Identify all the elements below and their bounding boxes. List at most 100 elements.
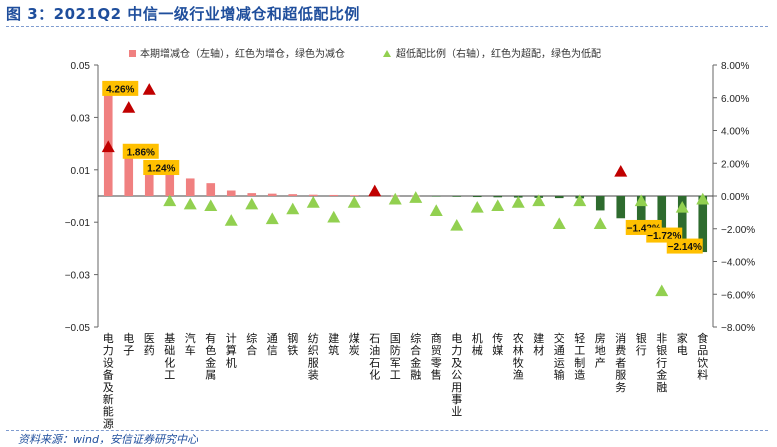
bar — [206, 183, 216, 196]
category-label: 煤炭 — [349, 332, 360, 357]
triangle-marker — [655, 284, 669, 297]
triangle-marker — [696, 192, 710, 205]
triangle-marker — [593, 217, 607, 230]
right-tick-label: −4.00% — [721, 258, 755, 269]
category-label: 电力设备及新能源 — [103, 332, 114, 430]
source-divider — [6, 430, 768, 431]
bar — [698, 196, 708, 253]
triangle-marker — [347, 196, 361, 208]
legend-bar-label: 本期增减仓（左轴），红色为增仓，绿色为减仓 — [140, 47, 345, 60]
legend-tri-swatch — [383, 50, 391, 57]
bar — [144, 163, 154, 196]
triangle-marker — [388, 192, 402, 205]
right-tick-label: 0.00% — [721, 192, 749, 203]
category-label: 家电 — [677, 331, 688, 357]
triangle-marker — [327, 210, 341, 223]
triangle-marker — [450, 218, 464, 231]
category-label: 消费者服务 — [615, 331, 626, 394]
bar — [247, 193, 257, 196]
triangle-marker — [163, 194, 177, 207]
triangle-marker — [265, 212, 279, 225]
category-label: 电力及公用事业 — [451, 332, 462, 418]
bar — [452, 196, 462, 197]
bar — [657, 196, 667, 234]
triangle-marker — [183, 197, 197, 210]
bar — [267, 193, 277, 196]
data-label-bg — [143, 160, 180, 176]
bar — [288, 194, 298, 196]
triangle-marker — [204, 199, 218, 212]
bar — [226, 190, 236, 196]
chart-legend: 本期增减仓（左轴），红色为增仓，绿色为减仓 超低配比例（右轴），红色为超配，绿色… — [129, 47, 601, 60]
right-tick-label: 4.00% — [721, 127, 749, 138]
triangle-marker — [142, 83, 156, 95]
bar — [349, 195, 359, 196]
right-tick-label: −8.00% — [721, 323, 755, 334]
category-label: 通信 — [267, 332, 278, 357]
bar — [493, 196, 503, 198]
category-label: 汽车 — [185, 331, 196, 357]
bar — [165, 168, 175, 196]
triangle-marker — [245, 197, 259, 210]
category-label: 国防军工 — [390, 332, 401, 382]
category-label: 电子 — [123, 332, 134, 357]
bar — [308, 194, 318, 196]
triangle-marker — [552, 217, 566, 230]
left-tick-label: −0.03 — [65, 271, 91, 282]
figure-title: 图 3：2021Q2 中信一级行业增减仓和超低配比例 — [6, 5, 360, 23]
bar — [124, 147, 134, 196]
category-label: 建材 — [533, 331, 544, 357]
category-label: 计算机 — [226, 332, 237, 369]
right-tick-label: 2.00% — [721, 159, 749, 170]
category-labels: 电力设备及新能源电子医药基础化工汽车有色金属计算机综合通信钢铁纺织服装建筑煤炭石… — [103, 331, 709, 430]
triangle-marker — [491, 199, 505, 212]
triangle-marker — [306, 196, 320, 208]
data-labels: 4.26% 1.86% 1.24% −1.43%−1.72%−2.14% — [102, 80, 703, 254]
category-label: 综合 — [246, 331, 257, 357]
bar — [554, 196, 564, 199]
bar — [677, 196, 687, 242]
category-label: 商贸零售 — [431, 331, 442, 382]
category-label: 农林牧渔 — [513, 331, 524, 382]
data-label-bg — [102, 80, 139, 96]
data-label: −2.14% — [668, 242, 702, 253]
bar — [185, 178, 195, 196]
category-label: 石油石化 — [369, 332, 380, 382]
data-label: 1.24% — [147, 164, 175, 175]
category-label: 非银行金融 — [656, 332, 667, 394]
legend-tri-label: 超低配比例（右轴），红色为超配，绿色为低配 — [396, 47, 601, 60]
triangle-marker — [634, 194, 648, 207]
bar-series — [103, 84, 708, 253]
bar — [103, 84, 113, 196]
category-label: 基础化工 — [164, 332, 175, 382]
right-tick-label: 8.00% — [721, 61, 749, 72]
data-label: −1.43% — [627, 223, 661, 234]
bar — [329, 194, 339, 196]
category-label: 医药 — [144, 332, 155, 357]
triangle-marker — [429, 204, 443, 216]
right-tick-label: 6.00% — [721, 94, 749, 105]
category-label: 建筑 — [328, 331, 339, 357]
bar — [636, 196, 646, 225]
category-label: 交通运输 — [554, 331, 565, 382]
triangle-marker — [409, 191, 423, 203]
data-label: 1.86% — [127, 147, 155, 158]
triangle-series — [101, 83, 710, 297]
triangle-marker — [286, 202, 300, 215]
data-label: 4.26% — [106, 84, 134, 95]
category-label: 有色金属 — [205, 331, 216, 382]
bar — [472, 196, 482, 198]
right-tick-label: −6.00% — [721, 290, 755, 301]
data-label-bg — [122, 143, 159, 159]
triangle-marker — [101, 140, 115, 153]
bar — [616, 196, 626, 219]
left-tick-label: 0.05 — [71, 61, 91, 72]
triangle-marker — [122, 101, 136, 113]
left-tick-label: −0.01 — [65, 218, 91, 229]
triangle-marker — [614, 164, 628, 177]
category-label: 银行 — [636, 331, 647, 357]
triangle-marker — [511, 196, 525, 208]
left-tick-label: −0.05 — [65, 323, 91, 334]
triangle-marker — [470, 200, 484, 213]
